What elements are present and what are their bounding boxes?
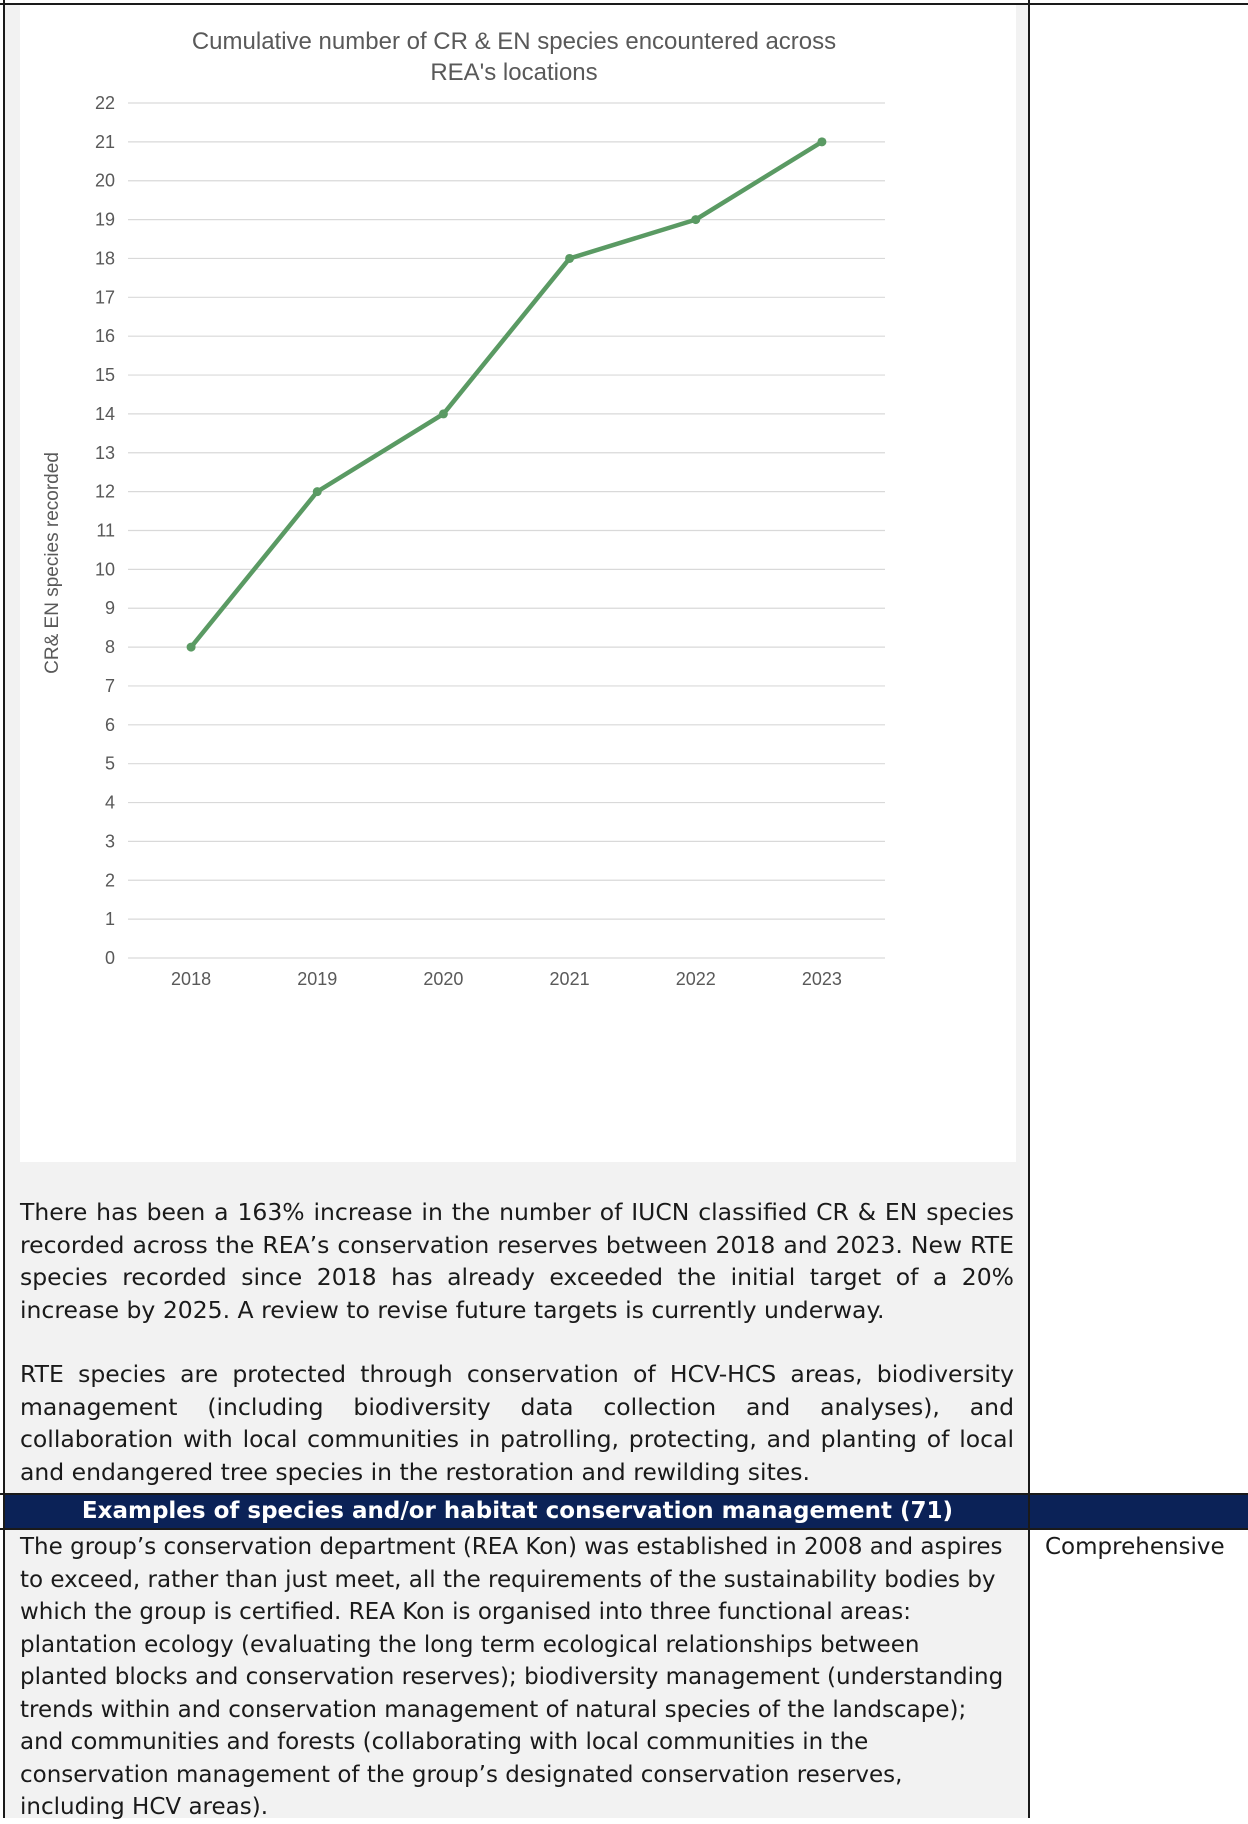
y-tick-label: 8 [105,637,115,657]
y-tick-label: 9 [105,598,115,618]
y-tick-label: 15 [95,365,115,385]
y-tick-label: 4 [105,793,115,813]
y-tick-label: 20 [95,171,115,191]
gridlines [128,102,885,959]
y-tick-label: 13 [95,443,115,463]
y-tick-label: 3 [105,831,115,851]
y-tick-label: 14 [95,404,115,424]
x-tick-label: 2019 [297,969,337,989]
y-tick-label: 18 [95,248,115,268]
y-tick-label: 10 [95,559,115,579]
section-body-paragraph: The group’s conservation department (REA… [20,1534,1004,1820]
species-chart: Cumulative number of CR & EN species enc… [20,5,1016,1162]
y-tick-label: 0 [105,948,115,968]
y-tick-label: 6 [105,715,115,735]
y-tick-label: 19 [95,210,115,230]
y-tick-label: 17 [95,287,115,307]
section-header-bar: Examples of species and/or habitat conse… [5,1495,1248,1528]
y-tick-label: 2 [105,870,115,890]
table-top-border [0,3,1248,5]
increase-paragraph: There has been a 163% increase in the nu… [20,1198,1014,1324]
data-series [186,137,827,652]
x-tick-label: 2021 [550,969,590,989]
y-tick-label: 11 [96,521,115,541]
section-body-cell [5,1530,1029,1818]
data-point [691,215,701,225]
y-axis-label: CR& EN species recorded [42,452,63,674]
y-tick-label: 5 [105,754,115,774]
section-header-title: Examples of species and/or habitat conse… [81,1498,954,1524]
x-axis-ticks: 2018 2019 2020 2021 2022 2023 [171,969,842,989]
x-tick-label: 2022 [676,969,716,989]
table-left-border [3,0,5,1818]
x-tick-label: 2023 [802,969,842,989]
chart-title-line-1: Cumulative number of CR & EN species enc… [192,28,836,55]
data-point [565,253,575,263]
data-point [186,642,196,652]
y-tick-label: 21 [95,132,115,152]
y-tick-label: 1 [105,909,115,929]
y-tick-label: 22 [95,93,115,113]
data-point [817,137,827,147]
row-divider-bottom [0,1528,1248,1530]
row-divider-top [0,1493,1248,1495]
x-tick-label: 2020 [423,969,463,989]
data-point [438,409,448,419]
data-point [312,487,322,497]
line-chart-svg: Cumulative number of CR & EN species enc… [42,28,885,989]
y-tick-label: 16 [95,326,115,346]
x-tick-label: 2018 [171,969,211,989]
protection-paragraph: RTE species are protected through conser… [20,1360,1014,1486]
series-line [188,139,825,650]
column-divider [1028,0,1030,1818]
rating-label: Comprehensive [1045,1534,1225,1560]
y-tick-label: 12 [95,482,115,502]
rating-cell-top [1030,5,1248,1493]
y-tick-label: 7 [105,676,115,696]
chart-title-line-2: REA's locations [430,59,597,86]
